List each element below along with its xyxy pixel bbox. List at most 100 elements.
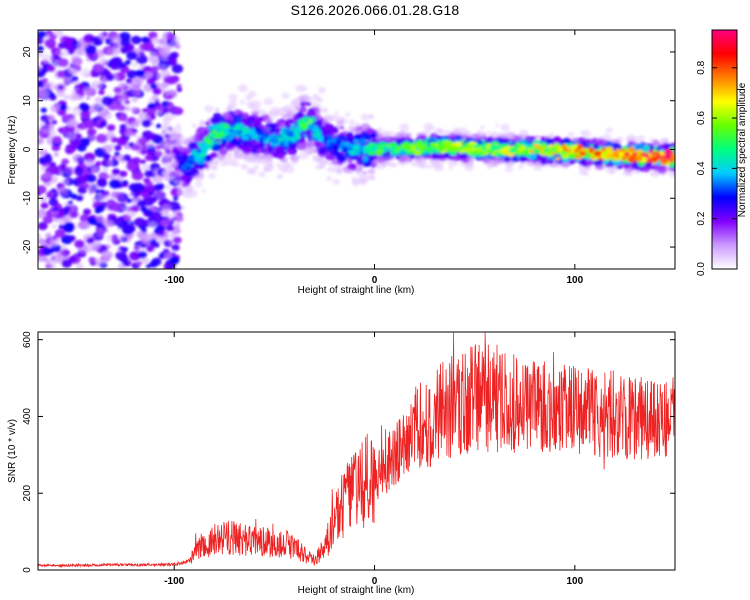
spectrogram-cell — [327, 135, 332, 139]
spectrogram-cell — [120, 62, 127, 68]
spectrogram-cell — [316, 141, 322, 145]
spectrogram-cell — [110, 202, 123, 212]
spectrogram-cell — [569, 158, 577, 164]
spectrogram-cell — [158, 38, 167, 45]
spectrogram-cell — [151, 94, 159, 100]
spectrogram-cell — [85, 47, 92, 53]
spectrogram-cell — [123, 224, 136, 234]
spectrogram-cell — [456, 138, 461, 142]
snr-y-tick-label: 400 — [22, 408, 33, 425]
spectrogram-cell — [175, 140, 181, 145]
spectrogram-cell — [387, 155, 395, 161]
spectrogram-cell — [276, 173, 284, 180]
spectrogram-cell — [276, 146, 285, 154]
spectrogram-cell — [144, 209, 154, 217]
spectrogram-cell — [61, 179, 70, 185]
spectrogram-cell — [281, 92, 290, 99]
spectrogram-cell — [117, 96, 128, 105]
spectrogram-cell — [416, 142, 423, 147]
spectrogram-cell — [376, 127, 383, 133]
spectrogram-cell — [75, 263, 84, 269]
spectrogram-cell — [285, 112, 294, 120]
spectrogram-cell — [150, 36, 160, 44]
spectrogram-y-axis-label: Frequency (Hz) — [7, 116, 18, 185]
spectrogram-cell — [118, 246, 125, 251]
spectrogram-cell — [154, 150, 163, 158]
spectrogram-x-ticks: -100 0 100 — [164, 30, 584, 286]
spectrogram-cell — [95, 161, 102, 167]
spectrogram-cell — [352, 177, 361, 185]
spectrogram-cell — [90, 166, 99, 173]
spectrogram-cell — [648, 149, 654, 154]
spectrogram-cell — [122, 154, 131, 161]
spectrogram-cell — [668, 171, 675, 178]
spectrogram-cell — [634, 169, 641, 175]
spectrogram-cell — [473, 133, 481, 140]
spectrogram-cell — [584, 145, 589, 149]
spectrogram-cell — [312, 154, 322, 163]
spectrogram-cell — [50, 104, 60, 113]
spectrogram-cell — [126, 162, 138, 171]
spectrogram-cell — [624, 151, 630, 157]
spectrogram-cell — [134, 140, 142, 147]
spectrogram-cell — [394, 132, 403, 140]
spectrogram-cell — [356, 166, 363, 172]
spectrogram-cell — [349, 164, 357, 171]
spectrogram-cell — [38, 36, 44, 45]
spectrogram-cell — [51, 224, 57, 229]
spectrogram-cell — [42, 247, 53, 256]
snr-y-tick-label: 200 — [22, 484, 33, 501]
spectrogram-cell — [280, 133, 288, 139]
spectrogram-cell — [543, 147, 550, 153]
spectrogram-cell — [120, 47, 129, 54]
spectrogram-cell — [420, 148, 425, 153]
spectrogram-cell — [230, 124, 236, 128]
spectrogram-cell — [161, 81, 170, 88]
spectrogram-cell — [147, 102, 156, 110]
spectrogram-cell — [317, 105, 322, 109]
spectrogram-cell — [239, 151, 249, 160]
spectrogram-cell — [219, 148, 228, 155]
spectrogram-cell — [523, 161, 528, 166]
spectrogram-cell — [644, 145, 650, 150]
spectrogram-cell — [269, 110, 279, 118]
spectrogram-cell — [286, 131, 291, 135]
spectrogram-cell — [349, 150, 357, 156]
spectrogram-cell — [527, 160, 535, 167]
spectrogram-cell — [326, 166, 334, 173]
spectrogram-cell — [677, 161, 681, 164]
spectrogram-cell — [97, 32, 106, 40]
spectrogram-cell — [367, 168, 376, 175]
spectrogram-cell — [579, 168, 588, 176]
spectrogram-cell — [651, 139, 660, 146]
snr-x-tick-label: 0 — [372, 576, 378, 587]
spectrogram-cell — [534, 162, 542, 167]
spectrogram-cell — [99, 120, 107, 127]
spectrogram-cell — [169, 232, 177, 239]
spectrogram-cell — [500, 123, 511, 132]
spectrogram-cell — [177, 188, 187, 197]
spectrogram-cell — [356, 155, 364, 161]
spectrogram-cell — [49, 92, 55, 97]
spectrogram-cell — [444, 130, 452, 136]
spectrogram-cell — [338, 146, 343, 151]
spectrogram-cell — [223, 117, 229, 122]
spectrogram-cell — [140, 159, 147, 165]
spectrogram-cell — [454, 141, 463, 148]
spectrogram-cell — [130, 120, 140, 128]
spectrogram-cell — [548, 133, 555, 138]
spectrogram-cell — [72, 153, 84, 163]
spectrogram-cell — [330, 138, 337, 144]
spectrogram-cell — [227, 104, 235, 111]
spectrogram-cell — [172, 126, 182, 134]
spectrogram-cell — [267, 149, 273, 154]
spectrogram-cell — [70, 68, 80, 76]
spectrogram-cell — [40, 196, 47, 203]
spectrogram-cell — [59, 163, 67, 170]
spectrogram-cell — [151, 174, 163, 184]
spectrogram-cell — [503, 156, 511, 163]
spectrogram-cell — [162, 31, 173, 40]
spectrogram-cell — [172, 36, 181, 42]
spectrogram-cell — [102, 60, 109, 66]
spectrogram-cell — [306, 139, 316, 148]
